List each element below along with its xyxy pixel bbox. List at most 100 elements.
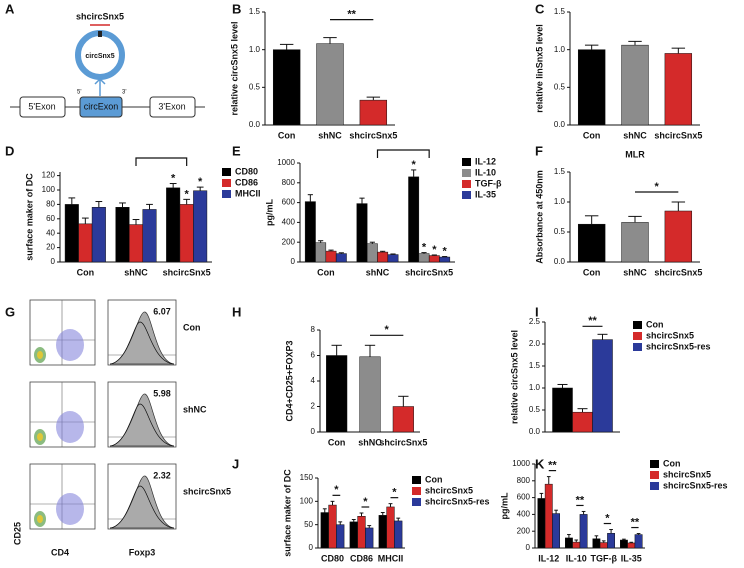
legend-label: shcircSnx5 bbox=[663, 469, 711, 479]
error-bar bbox=[581, 510, 586, 515]
legend-swatch bbox=[412, 487, 421, 495]
error-bar bbox=[380, 250, 386, 253]
y-tick-label: 200 bbox=[282, 237, 296, 246]
bar bbox=[142, 209, 157, 263]
bar bbox=[394, 520, 403, 549]
y-axis-label: relative linSnx5 level bbox=[534, 24, 544, 113]
sample-label: shcircSnx5 bbox=[183, 486, 231, 496]
bar bbox=[572, 411, 593, 433]
error-bar bbox=[597, 333, 608, 340]
significance: ** bbox=[588, 315, 597, 327]
bar bbox=[128, 224, 144, 263]
legend-swatch bbox=[462, 169, 471, 177]
y-tick-label: 0.0 bbox=[529, 427, 541, 436]
error-bar bbox=[146, 203, 153, 210]
bar bbox=[664, 53, 693, 126]
sample-label: shNC bbox=[183, 404, 207, 414]
error-bar bbox=[636, 533, 641, 535]
bar bbox=[418, 253, 430, 263]
x-tick-label: shNC bbox=[124, 267, 148, 277]
legend-label: Con bbox=[646, 319, 664, 329]
bar bbox=[359, 356, 381, 433]
significance: ** bbox=[631, 516, 640, 528]
y-tick-label: 0.0 bbox=[554, 120, 566, 129]
significance: * bbox=[443, 245, 448, 257]
bar bbox=[592, 538, 601, 549]
bar bbox=[316, 43, 344, 126]
x-tick-label: shcircSnx5 bbox=[163, 267, 211, 277]
x-tick-label: Con bbox=[317, 267, 335, 277]
y-tick-label: 400 bbox=[282, 218, 296, 227]
legend-label: MHCII bbox=[235, 188, 261, 198]
arrow bbox=[94, 77, 106, 96]
bar bbox=[378, 515, 387, 549]
x-tick-label: shcircSnx5 bbox=[379, 437, 427, 447]
legend-swatch bbox=[633, 343, 642, 351]
x-tick-label: shNC bbox=[366, 267, 390, 277]
y-tick-label: 0.5 bbox=[249, 82, 261, 91]
panel-label: G bbox=[5, 304, 15, 319]
significance: * bbox=[432, 244, 437, 256]
bar bbox=[377, 251, 389, 263]
legend-swatch bbox=[462, 158, 471, 166]
x-tick-label: shNC bbox=[623, 130, 647, 140]
legend-label: CD80 bbox=[235, 166, 258, 176]
error-bar bbox=[359, 512, 364, 517]
y-tick-label: 0 bbox=[51, 257, 56, 266]
y-tick-label: 100 bbox=[300, 496, 314, 505]
x-tick-label: shNC bbox=[358, 437, 382, 447]
bracket bbox=[376, 149, 430, 158]
legend-swatch bbox=[462, 180, 471, 188]
error-bar bbox=[671, 47, 686, 54]
significance: * bbox=[171, 172, 176, 184]
significance: ** bbox=[548, 460, 557, 472]
significance: * bbox=[392, 487, 397, 499]
error-bar bbox=[359, 197, 365, 204]
error-bar bbox=[338, 521, 343, 525]
x-tick-label: Con bbox=[583, 130, 601, 140]
error-bar bbox=[369, 241, 375, 244]
bar bbox=[91, 207, 106, 263]
x-tick-label: CD80 bbox=[321, 553, 344, 563]
legend-swatch bbox=[633, 321, 642, 329]
sample-label: Con bbox=[183, 322, 201, 332]
y-axis-label: pg/mL bbox=[264, 199, 274, 226]
legend-label: CD86 bbox=[235, 177, 258, 187]
y-tick-label: 4 bbox=[311, 376, 316, 385]
error-bar bbox=[338, 252, 344, 254]
error-bar bbox=[567, 534, 571, 538]
x-tick-label: shNC bbox=[318, 130, 342, 140]
y-axis-label: pg/mL bbox=[499, 492, 509, 519]
significance: * bbox=[198, 176, 203, 188]
histogram bbox=[109, 321, 175, 365]
bar bbox=[272, 49, 301, 126]
error-bar bbox=[431, 254, 437, 256]
error-bar bbox=[307, 194, 313, 202]
cell-cloud bbox=[56, 493, 84, 525]
y-tick-label: 2.5 bbox=[529, 317, 541, 326]
bar bbox=[627, 542, 636, 549]
y-tick-label: 2.0 bbox=[529, 339, 541, 348]
error-bar bbox=[628, 215, 642, 223]
legend-swatch bbox=[633, 332, 642, 340]
bar bbox=[365, 527, 374, 549]
error-bar bbox=[279, 43, 294, 50]
y-tick-label: 50 bbox=[304, 520, 313, 529]
error-bar bbox=[628, 40, 642, 46]
panel-label: B bbox=[232, 1, 241, 16]
error-bar bbox=[196, 186, 204, 191]
y-axis-label: relative circSnx5 level bbox=[509, 330, 519, 424]
bar bbox=[315, 242, 327, 263]
error-bar bbox=[577, 408, 588, 413]
legend-swatch bbox=[222, 168, 231, 176]
bar bbox=[599, 542, 608, 549]
y-tick-label: 1.0 bbox=[529, 383, 541, 392]
y-tick-label: 80 bbox=[46, 200, 55, 209]
error-bar bbox=[81, 217, 89, 224]
y-tick-label: 0.0 bbox=[554, 257, 566, 266]
bar bbox=[544, 483, 553, 549]
error-bar bbox=[601, 540, 606, 543]
error-bar bbox=[95, 201, 103, 208]
error-bar bbox=[183, 198, 191, 205]
y-tick-label: 1.0 bbox=[554, 45, 566, 54]
